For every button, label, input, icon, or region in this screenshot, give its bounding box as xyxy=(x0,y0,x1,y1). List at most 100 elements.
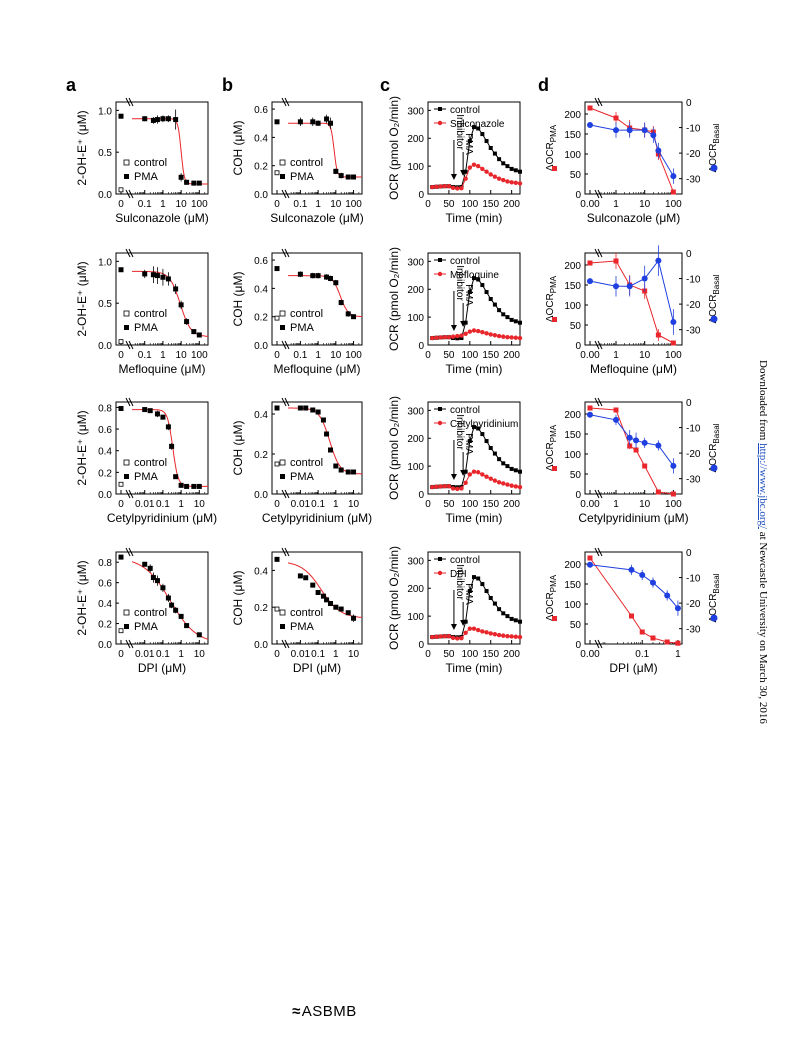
inhibitor-arrowhead xyxy=(450,474,457,480)
data-point-control xyxy=(472,425,476,430)
legend-control-label: control xyxy=(134,607,167,619)
data-point-pma xyxy=(351,469,357,475)
y-tick-label: 50 xyxy=(570,470,582,481)
x-tick-label: 150 xyxy=(482,499,499,510)
x-tick-label: 100 xyxy=(461,499,478,510)
x-tick-label: 10 xyxy=(176,350,188,361)
asbmb-logo: ≈ASBMB xyxy=(292,1003,357,1020)
data-point-control xyxy=(484,589,489,594)
data-point-pma xyxy=(169,443,175,449)
axis-break-mark xyxy=(284,547,290,557)
data-point-pma xyxy=(345,610,351,616)
axis-break-mark xyxy=(597,97,603,107)
data-point-control xyxy=(513,618,518,623)
y-tick-label: 0.2 xyxy=(254,162,268,173)
axis-break-mark xyxy=(128,397,134,407)
y-tick-label: 300 xyxy=(407,556,424,567)
data-point-treated xyxy=(492,632,498,637)
data-point-treated xyxy=(475,627,481,633)
axis-break-mark xyxy=(281,189,287,199)
jbc-link[interactable]: http://www.jbc.org/ xyxy=(757,443,769,529)
inhibitor-label: Inhibitor xyxy=(454,114,465,150)
x-tick-label: 0 xyxy=(118,499,124,510)
y-axis-label: 2-OH-E⁺ (μM) xyxy=(75,261,89,336)
data-point-pma xyxy=(670,491,676,497)
data-point-treated xyxy=(513,180,519,186)
y-axis-label: OCR (pmol O₂/min) xyxy=(387,546,401,650)
plot-frame xyxy=(115,551,209,645)
data-point-control-zero xyxy=(118,628,124,634)
x-tick-label: 1 xyxy=(333,649,339,660)
y-tick-label: 200 xyxy=(407,134,424,145)
data-point-basal xyxy=(626,127,633,134)
axis-break-mark xyxy=(597,189,603,199)
plot-frame xyxy=(271,401,363,495)
x-axis-label: Mefloquine (μM) xyxy=(274,362,361,376)
y2-tick-label: -20 xyxy=(686,449,701,460)
y2-axis-label: ΔOCRBasal xyxy=(708,573,721,622)
axis-break-mark xyxy=(125,97,131,107)
data-point-treated xyxy=(467,165,473,170)
data-point-control xyxy=(488,596,493,600)
data-point-pma xyxy=(297,271,303,277)
x-tick-label: 10 xyxy=(639,499,651,510)
x-axis-label: Time (min) xyxy=(446,661,503,675)
legend-marker-control xyxy=(438,107,442,111)
data-point-control xyxy=(492,151,497,156)
pma-label: PMA xyxy=(463,133,474,155)
data-point-pma xyxy=(165,116,171,122)
data-point-treated xyxy=(480,472,485,477)
y-axis-label: OCR (pmol O₂/min) xyxy=(387,396,401,500)
legend-label-control: control xyxy=(450,555,480,566)
axis-break-mark xyxy=(594,639,600,649)
data-point-treated xyxy=(450,635,456,641)
y-tick-label: 0.4 xyxy=(254,284,268,295)
legend-pma-label: PMA xyxy=(290,322,315,334)
x-tick-label: 200 xyxy=(503,350,520,361)
data-point-treated xyxy=(455,486,460,492)
data-point-treated xyxy=(517,181,523,186)
data-point-treated xyxy=(446,334,452,340)
data-point-basal xyxy=(587,411,593,418)
data-point-pma xyxy=(338,606,344,612)
data-point-basal xyxy=(670,173,677,180)
legend-control-marker xyxy=(123,159,130,166)
y-tick-label: 0.2 xyxy=(254,313,268,324)
plot-frame xyxy=(271,551,363,645)
data-point-treated xyxy=(501,177,506,183)
x-tick-label: 0.01 xyxy=(291,499,311,510)
data-point-pma xyxy=(627,443,633,449)
y-tick-label: 0 xyxy=(418,490,424,501)
data-point-control xyxy=(501,161,506,166)
axis-marker-pma xyxy=(552,616,557,621)
y-axis-label: ΔOCRPMA xyxy=(545,275,558,322)
axis-break-mark xyxy=(594,97,600,107)
y-tick-label: 100 xyxy=(407,612,424,623)
data-point-control xyxy=(518,169,522,174)
x-tick-label: 10 xyxy=(194,649,206,660)
y-tick-label: 300 xyxy=(407,406,424,417)
data-point-control xyxy=(509,166,514,171)
plot-frame xyxy=(271,101,363,195)
data-point-basal xyxy=(649,579,656,586)
data-point-pma-zero xyxy=(118,113,124,119)
chart-d-dpi: 0 50 100 150 200 0.1 1 0.00 DPI (μM) ΔOCRPMA 0 -10 -… xyxy=(545,547,721,675)
y-tick-label: 0 xyxy=(575,640,581,651)
data-point-pma xyxy=(324,274,330,280)
chart-a-dpi: 0.0 0.2 0.4 0.6 0.8 0.01 0.1 1 10 0 DPI (μM) 2-OH-E… xyxy=(75,547,209,675)
data-point-pma xyxy=(150,575,156,581)
data-point-pma xyxy=(160,116,166,122)
data-point-control xyxy=(488,297,493,301)
y-tick-label: 0.4 xyxy=(254,133,268,144)
data-point-basal xyxy=(587,122,593,128)
data-point-pma xyxy=(184,179,190,185)
data-point-pma xyxy=(324,431,330,437)
x-tick-label: 50 xyxy=(443,649,455,660)
data-point-pma xyxy=(196,180,202,186)
data-point-control xyxy=(518,469,522,474)
data-point-treated xyxy=(492,478,498,483)
axis-break-mark xyxy=(284,489,290,499)
data-point-basal xyxy=(612,283,619,290)
legend-control-marker xyxy=(279,609,286,616)
